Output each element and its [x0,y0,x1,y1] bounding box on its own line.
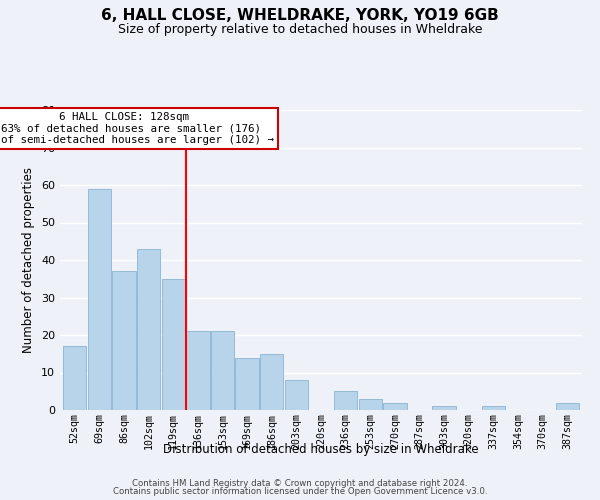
Bar [63,346,86,410]
Bar [284,380,308,410]
Bar [433,406,456,410]
Bar [112,271,136,410]
Text: Size of property relative to detached houses in Wheldrake: Size of property relative to detached ho… [118,22,482,36]
Bar [88,188,111,410]
Text: 6 HALL CLOSE: 128sqm
← 63% of detached houses are smaller (176)
36% of semi-deta: 6 HALL CLOSE: 128sqm ← 63% of detached h… [0,112,274,145]
Bar [383,402,407,410]
Bar [260,354,283,410]
Bar [556,402,579,410]
Bar [359,399,382,410]
Bar [235,358,259,410]
Text: Contains public sector information licensed under the Open Government Licence v3: Contains public sector information licen… [113,487,487,496]
Text: Contains HM Land Registry data © Crown copyright and database right 2024.: Contains HM Land Registry data © Crown c… [132,478,468,488]
Text: 6, HALL CLOSE, WHELDRAKE, YORK, YO19 6GB: 6, HALL CLOSE, WHELDRAKE, YORK, YO19 6GB [101,8,499,22]
Bar [211,331,234,410]
Bar [482,406,505,410]
Bar [161,279,185,410]
Text: Distribution of detached houses by size in Wheldrake: Distribution of detached houses by size … [163,442,479,456]
Bar [137,248,160,410]
Bar [334,391,358,410]
Y-axis label: Number of detached properties: Number of detached properties [22,167,35,353]
Bar [186,331,209,410]
